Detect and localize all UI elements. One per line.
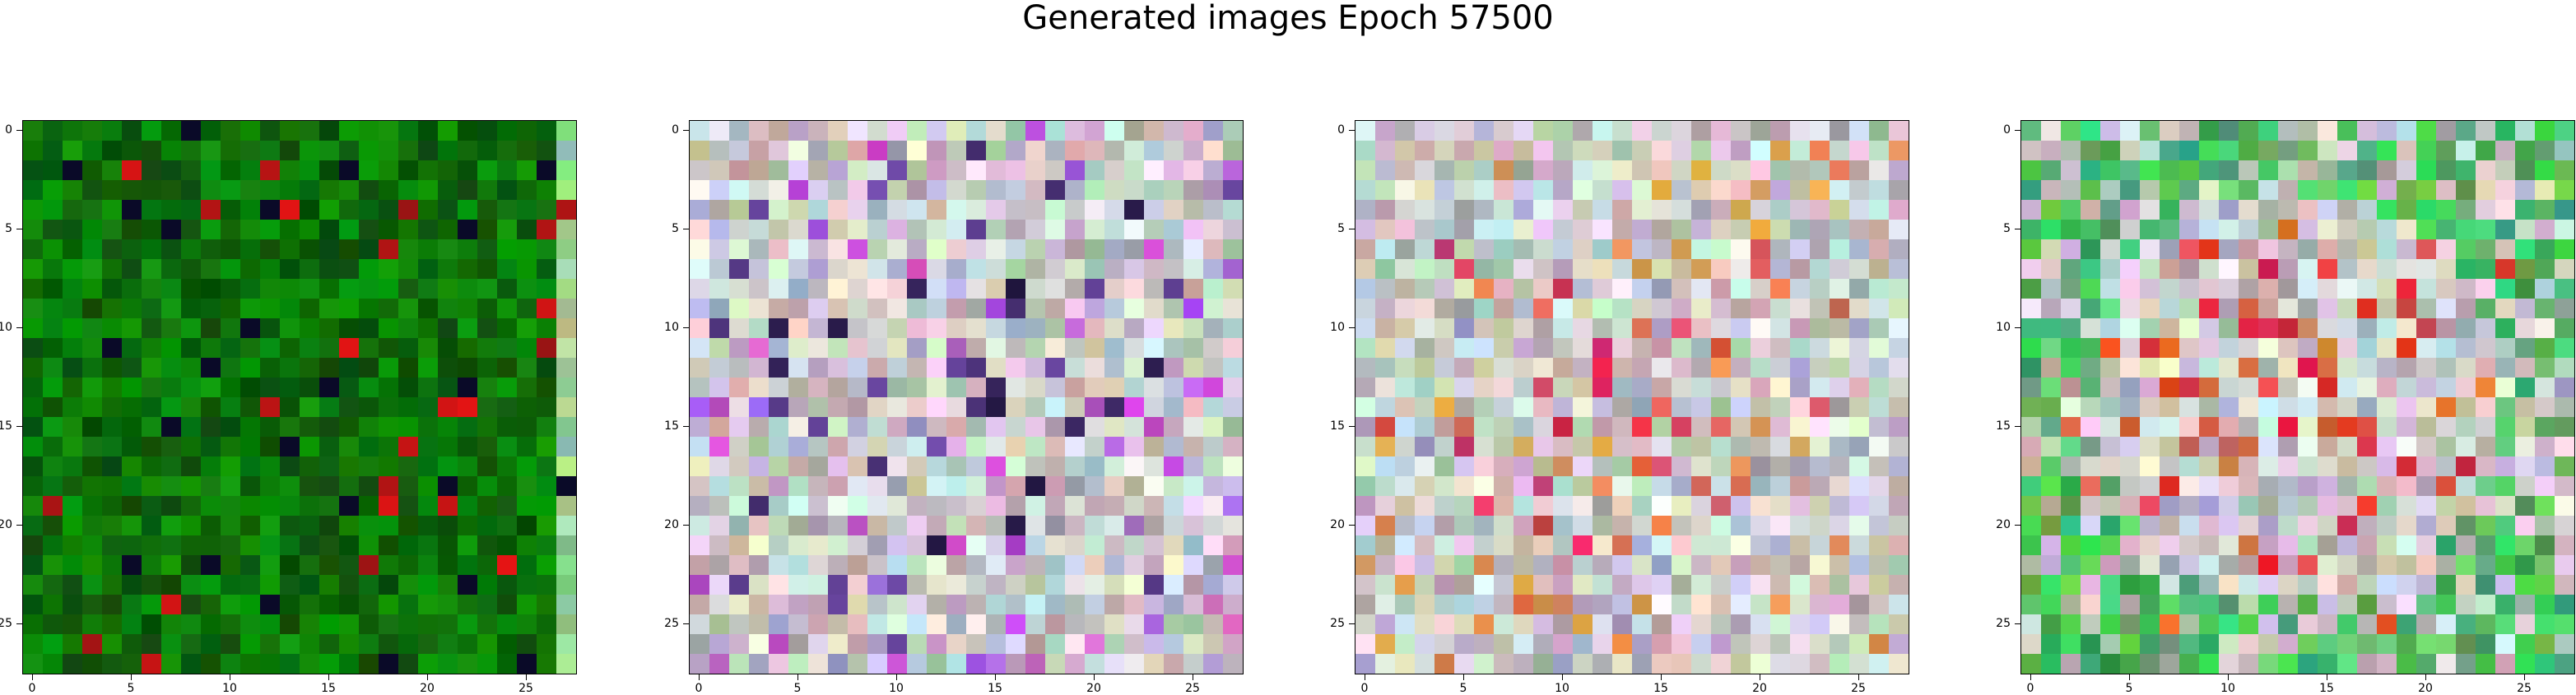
y-tick — [16, 525, 22, 526]
x-tick-label: 25 — [2517, 682, 2532, 695]
y-tick-label: 15 — [664, 419, 679, 433]
x-tick-label: 10 — [2220, 682, 2235, 695]
x-tick-label: 5 — [793, 682, 802, 695]
x-tick-label: 25 — [1185, 682, 1200, 695]
y-tick-label: 25 — [664, 617, 679, 630]
x-tick-label: 10 — [222, 682, 237, 695]
x-tick — [1562, 674, 1563, 680]
y-tick — [1349, 525, 1355, 526]
y-tick-label: 20 — [664, 518, 679, 531]
x-tick-label: 20 — [1086, 682, 1101, 695]
x-tick-label: 5 — [127, 682, 135, 695]
generated-image-3 — [1355, 120, 1909, 674]
x-tick — [1463, 674, 1464, 680]
generated-image-4 — [2020, 120, 2575, 674]
generated-image-2 — [689, 120, 1244, 674]
y-tick-label: 5 — [672, 222, 679, 235]
generated-image-2-pixels — [690, 121, 1243, 674]
x-tick — [1661, 674, 1662, 680]
x-tick-label: 20 — [1752, 682, 1767, 695]
figure-title: Generated images Epoch 57500 — [1022, 0, 1554, 37]
y-tick — [2015, 130, 2020, 131]
y-tick-label: 5 — [2003, 222, 2011, 235]
y-tick — [683, 327, 689, 328]
x-tick-label: 15 — [321, 682, 336, 695]
y-tick-label: 20 — [0, 518, 12, 531]
x-tick — [2524, 674, 2525, 680]
y-tick — [16, 327, 22, 328]
y-tick — [2015, 426, 2020, 427]
y-tick-label: 20 — [1996, 518, 2011, 531]
x-tick-label: 25 — [1851, 682, 1866, 695]
x-tick — [427, 674, 428, 680]
x-tick — [131, 674, 132, 680]
y-tick-label: 5 — [1337, 222, 1345, 235]
x-tick — [896, 674, 897, 680]
x-tick — [2228, 674, 2229, 680]
y-tick — [16, 130, 22, 131]
y-tick-label: 25 — [0, 617, 12, 630]
y-tick — [683, 525, 689, 526]
y-tick-label: 25 — [1330, 617, 1345, 630]
y-tick-label: 20 — [1330, 518, 1345, 531]
y-tick — [683, 426, 689, 427]
x-tick — [1858, 674, 1859, 680]
x-tick — [2425, 674, 2426, 680]
x-tick-label: 0 — [1360, 682, 1369, 695]
y-tick — [16, 623, 22, 624]
x-tick-label: 20 — [420, 682, 435, 695]
generated-image-4-pixels — [2021, 121, 2574, 674]
y-tick — [683, 130, 689, 131]
y-tick-label: 10 — [664, 321, 679, 334]
y-tick-label: 15 — [0, 419, 12, 433]
y-tick-label: 0 — [5, 123, 12, 137]
x-tick-label: 0 — [2026, 682, 2034, 695]
x-tick — [797, 674, 798, 680]
x-tick-label: 5 — [1459, 682, 1467, 695]
y-tick — [2015, 525, 2020, 526]
y-tick-label: 0 — [672, 123, 679, 137]
x-tick — [2129, 674, 2130, 680]
x-tick — [995, 674, 996, 680]
y-tick-label: 5 — [5, 222, 12, 235]
x-tick — [526, 674, 527, 680]
y-tick-label: 0 — [1337, 123, 1345, 137]
x-tick-label: 5 — [2125, 682, 2133, 695]
x-tick-label: 10 — [1555, 682, 1569, 695]
y-tick-label: 10 — [1330, 321, 1345, 334]
x-tick-label: 20 — [2418, 682, 2433, 695]
y-tick-label: 25 — [1996, 617, 2011, 630]
y-tick-label: 10 — [0, 321, 12, 334]
generated-image-3-pixels — [1355, 121, 1909, 674]
y-tick — [683, 623, 689, 624]
generated-image-1 — [22, 120, 577, 674]
y-tick — [16, 426, 22, 427]
y-tick — [2015, 327, 2020, 328]
y-tick — [2015, 623, 2020, 624]
x-tick-label: 10 — [889, 682, 904, 695]
y-tick — [1349, 623, 1355, 624]
x-tick-label: 15 — [1653, 682, 1668, 695]
x-tick-label: 0 — [695, 682, 703, 695]
y-tick — [1349, 327, 1355, 328]
y-tick — [1349, 426, 1355, 427]
y-tick-label: 0 — [2003, 123, 2011, 137]
x-tick-label: 15 — [2319, 682, 2334, 695]
x-tick-label: 15 — [988, 682, 1002, 695]
y-tick-label: 10 — [1996, 321, 2011, 334]
y-tick — [1349, 130, 1355, 131]
x-tick — [1094, 674, 1095, 680]
y-tick-label: 15 — [1996, 419, 2011, 433]
generated-image-1-pixels — [23, 121, 576, 674]
x-tick-label: 0 — [28, 682, 36, 695]
x-tick-label: 25 — [518, 682, 533, 695]
x-tick — [328, 674, 329, 680]
x-tick — [32, 674, 33, 680]
x-tick — [699, 674, 700, 680]
y-tick-label: 15 — [1330, 419, 1345, 433]
x-tick — [2030, 674, 2031, 680]
